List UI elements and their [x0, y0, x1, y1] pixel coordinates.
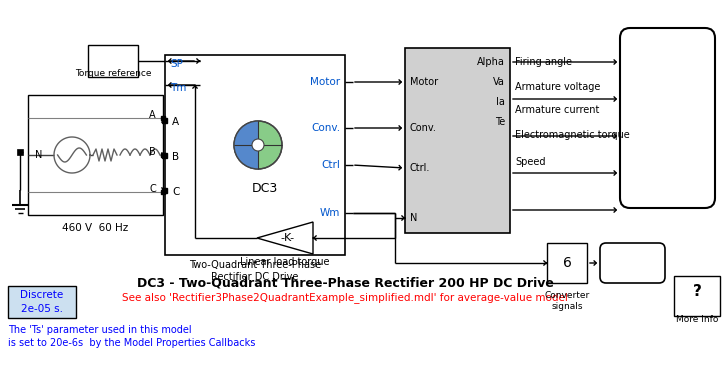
- Text: Motor: Motor: [310, 77, 340, 87]
- Text: Te: Te: [495, 117, 505, 127]
- Bar: [674, 276, 720, 316]
- FancyBboxPatch shape: [620, 28, 715, 208]
- Bar: [162, 188, 167, 193]
- Bar: [28, 95, 163, 215]
- Text: Tm: Tm: [170, 83, 186, 93]
- Text: N: N: [35, 150, 42, 160]
- Text: A: A: [149, 110, 156, 120]
- Text: DC3 - Two-Quadrant Three-Phase Rectifier 200 HP DC Drive: DC3 - Two-Quadrant Three-Phase Rectifier…: [137, 276, 553, 289]
- Bar: [165, 55, 345, 255]
- Text: N: N: [410, 213, 417, 223]
- Text: 460 V  60 Hz: 460 V 60 Hz: [62, 223, 128, 233]
- Text: Electromagnetic torque: Electromagnetic torque: [515, 130, 630, 140]
- Text: Conv.: Conv.: [410, 123, 437, 133]
- Text: SP: SP: [170, 59, 183, 69]
- Text: C: C: [149, 184, 156, 194]
- Text: Ctrl.: Ctrl.: [410, 163, 430, 173]
- Text: C: C: [172, 187, 179, 197]
- Polygon shape: [257, 222, 313, 254]
- Text: Armature voltage: Armature voltage: [515, 82, 601, 92]
- Bar: [161, 153, 165, 157]
- Bar: [162, 153, 167, 158]
- Text: Two-Quadrant Three-Phase: Two-Quadrant Three-Phase: [189, 260, 321, 270]
- Text: is set to 20e-6s  by the Model Properties Callbacks: is set to 20e-6s by the Model Properties…: [8, 338, 256, 348]
- Bar: [547, 243, 587, 283]
- Bar: [161, 190, 165, 194]
- Text: Ctrl: Ctrl: [321, 160, 340, 170]
- Text: B: B: [172, 152, 179, 162]
- Text: B: B: [149, 147, 156, 157]
- Text: DC3: DC3: [252, 182, 278, 195]
- Text: Ia: Ia: [496, 97, 505, 107]
- Text: A: A: [172, 117, 179, 127]
- Text: -K-: -K-: [281, 233, 295, 243]
- Text: Wm: Wm: [320, 208, 340, 218]
- Text: Motor: Motor: [410, 77, 438, 87]
- Text: Converter
signals: Converter signals: [545, 291, 590, 311]
- Text: 6: 6: [563, 256, 571, 270]
- Text: Armature current: Armature current: [515, 105, 599, 115]
- FancyBboxPatch shape: [600, 243, 665, 283]
- Circle shape: [252, 139, 264, 151]
- Text: Discrete
2e-05 s.: Discrete 2e-05 s.: [20, 290, 63, 314]
- Text: See also 'Rectifier3Phase2QuadrantExample_simplified.mdl' for average-value mode: See also 'Rectifier3Phase2QuadrantExampl…: [122, 293, 568, 303]
- Text: Firing angle: Firing angle: [515, 57, 572, 67]
- Polygon shape: [234, 121, 258, 169]
- Text: Alpha: Alpha: [477, 57, 505, 67]
- Bar: [17, 149, 23, 155]
- Text: More Info: More Info: [676, 316, 719, 324]
- Bar: [88, 45, 138, 77]
- Text: Conv.: Conv.: [311, 123, 340, 133]
- Bar: [405, 48, 510, 233]
- Bar: [161, 116, 165, 120]
- Bar: [162, 118, 167, 123]
- Text: Speed: Speed: [515, 157, 545, 167]
- Text: Torque reference: Torque reference: [75, 68, 151, 77]
- Circle shape: [234, 121, 282, 169]
- Text: Linear load torque: Linear load torque: [240, 257, 330, 267]
- Text: ?: ?: [692, 283, 702, 299]
- Text: Rectifier DC Drive: Rectifier DC Drive: [211, 272, 298, 282]
- Text: The 'Ts' parameter used in this model: The 'Ts' parameter used in this model: [8, 325, 191, 335]
- Text: Va: Va: [493, 77, 505, 87]
- Bar: [8, 286, 76, 318]
